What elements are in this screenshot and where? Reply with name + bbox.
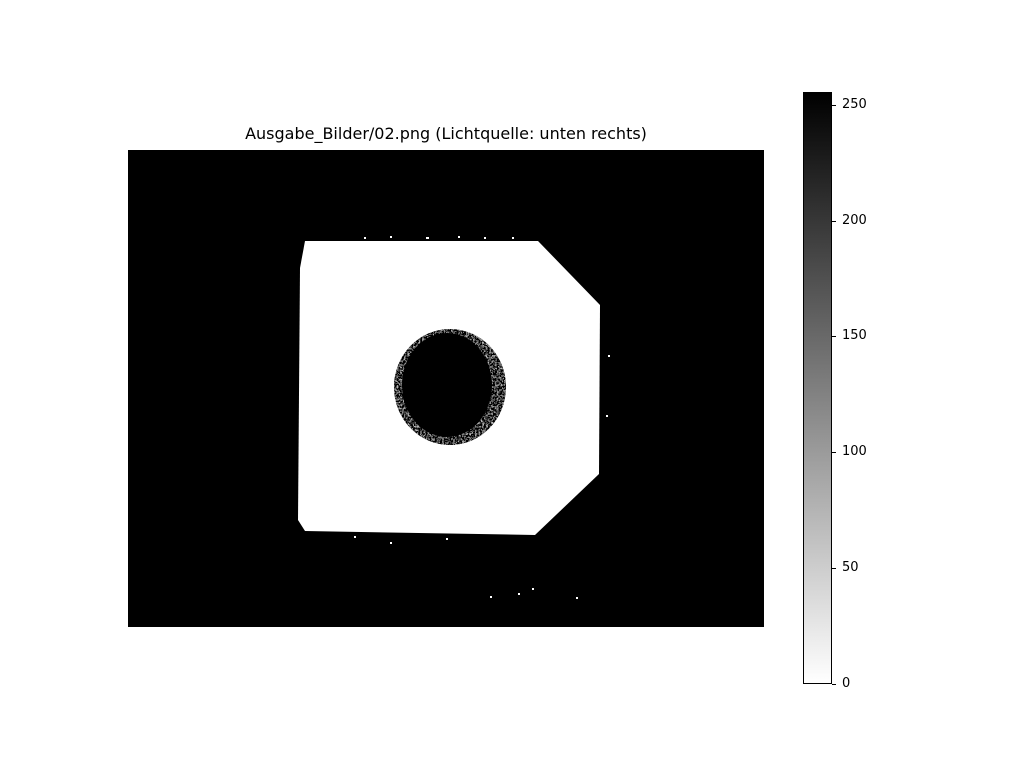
colorbar-tick	[832, 684, 836, 685]
colorbar-tick-label: 200	[842, 213, 867, 228]
hole-dark-center	[402, 333, 492, 437]
colorbar-tick	[832, 105, 836, 106]
colorbar-tick	[832, 221, 836, 222]
colorbar-tick-label: 150	[842, 328, 867, 343]
colorbar	[803, 92, 832, 684]
binary-image	[128, 150, 764, 627]
colorbar-tick-label: 50	[842, 560, 859, 575]
colorbar-tick-label: 100	[842, 444, 867, 459]
colorbar-tick-label: 250	[842, 97, 867, 112]
colorbar-tick	[832, 452, 836, 453]
colorbar-gradient	[804, 93, 831, 683]
edge-speckle	[354, 236, 610, 599]
colorbar-tick-label: 0	[842, 676, 851, 691]
image-title: Ausgabe_Bilder/02.png (Lichtquelle: unte…	[245, 124, 647, 143]
colorbar-tick	[832, 336, 836, 337]
colorbar-tick	[832, 568, 836, 569]
